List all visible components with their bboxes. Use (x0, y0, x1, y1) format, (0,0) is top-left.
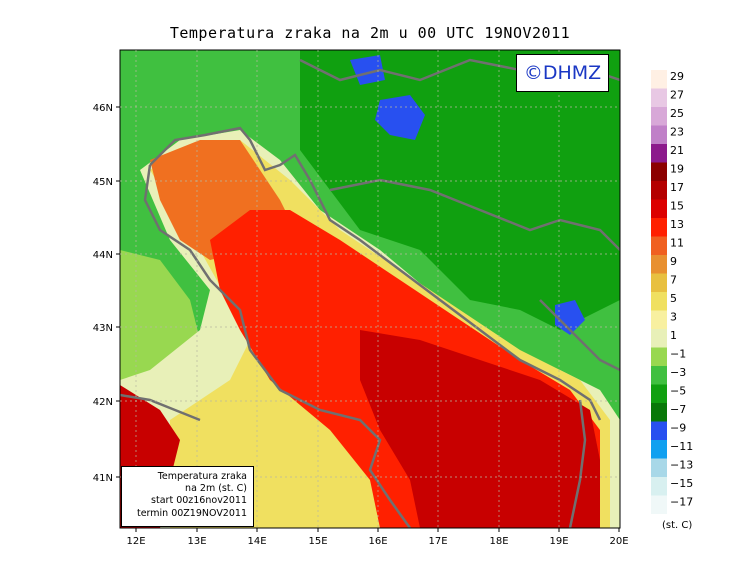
legend-swatch (651, 199, 667, 218)
legend-swatch (651, 421, 667, 440)
x-tick-label: 15E (308, 536, 327, 547)
y-tick-label: 44N (93, 250, 113, 261)
y-axis: 41N 42N 43N 44N 45N 46N (93, 103, 120, 484)
legend-swatch (651, 384, 667, 403)
legend-swatch (651, 70, 667, 89)
cold-spot-top (350, 55, 385, 85)
legend-label: 29 (670, 70, 684, 83)
y-tick-label: 43N (93, 323, 113, 334)
legend-label: 9 (670, 255, 677, 268)
legend-label: −15 (670, 477, 693, 490)
legend-swatch (651, 329, 667, 348)
y-tick-label: 42N (93, 397, 113, 408)
info-line: na 2m (st. C) (185, 483, 247, 495)
info-box: Temperatura zraka na 2m (st. C) start 00… (121, 466, 254, 527)
legend-label: −9 (670, 422, 686, 435)
legend-swatch (651, 236, 667, 255)
legend-swatch (651, 255, 667, 274)
x-tick-label: 19E (549, 536, 568, 547)
legend-swatch (651, 458, 667, 477)
map-plot-area (120, 50, 620, 528)
legend-swatch (651, 88, 667, 107)
cold-spot-east (555, 300, 585, 335)
legend-swatch (651, 440, 667, 459)
legend-swatch (651, 495, 667, 514)
legend-label: 1 (670, 329, 677, 342)
legend-swatch (651, 292, 667, 311)
legend-label: 19 (670, 163, 684, 176)
legend-label: 13 (670, 218, 684, 231)
plot-frame (119, 49, 621, 529)
legend-label: 27 (670, 89, 684, 102)
legend-label: 15 (670, 200, 684, 213)
legend-label: 23 (670, 126, 684, 139)
legend-label: 17 (670, 181, 684, 194)
legend-label: 25 (670, 107, 684, 120)
legend-label: −1 (670, 348, 686, 361)
x-tick-label: 17E (428, 536, 447, 547)
cold-spot-north (375, 95, 425, 140)
x-tick-label: 14E (247, 536, 266, 547)
legend-label: −5 (670, 385, 686, 398)
info-line: Temperatura zraka (157, 471, 247, 482)
legend-swatch (651, 162, 667, 181)
legend-label: 21 (670, 144, 684, 157)
y-tick-label: 45N (93, 177, 113, 188)
dhmz-logo: ©DHMZ (516, 54, 609, 92)
legend-label: −3 (670, 366, 686, 379)
y-tick-label: 46N (93, 103, 113, 114)
legend-swatch (651, 144, 667, 163)
legend-label: 7 (670, 274, 677, 287)
legend-swatch (651, 273, 667, 292)
legend-label: 3 (670, 311, 677, 324)
x-tick-label: 13E (187, 536, 206, 547)
legend-label: −11 (670, 440, 693, 453)
x-axis: 12E 13E 14E 15E 16E 17E 18E 19E 20E (126, 528, 629, 547)
sea-warm-south (360, 330, 600, 528)
legend-swatch (651, 347, 667, 366)
legend-swatch (651, 366, 667, 385)
legend-swatch (651, 125, 667, 144)
legend-units: (st. C) (662, 520, 693, 531)
legend-swatch (651, 403, 667, 422)
x-tick-label: 12E (126, 536, 145, 547)
legend-swatch (651, 218, 667, 237)
legend-swatch (651, 107, 667, 126)
legend-label: 5 (670, 292, 677, 305)
legend-label: 11 (670, 237, 684, 250)
y-tick-label: 41N (93, 473, 113, 484)
legend-label: −17 (670, 496, 693, 509)
legend-label: −7 (670, 403, 686, 416)
color-legend: 29 27 25 23 21 19 17 15 13 11 9 7 5 3 1 −1 −3 −5 −7 −9 −11 −1… (651, 70, 693, 514)
info-line: start 00z16nov2011 (151, 495, 247, 507)
x-tick-label: 18E (489, 536, 508, 547)
map-title: Temperatura zraka na 2m u 00 UTC 19NOV20… (169, 24, 571, 42)
grid-lines (120, 50, 620, 528)
legend-swatch (651, 181, 667, 200)
info-line: termin 00Z19NOV2011 (136, 507, 247, 519)
x-tick-label: 20E (609, 536, 628, 547)
x-tick-label: 16E (368, 536, 387, 547)
legend-swatch (651, 477, 667, 496)
legend-label: −13 (670, 459, 693, 472)
legend-swatch (651, 310, 667, 329)
